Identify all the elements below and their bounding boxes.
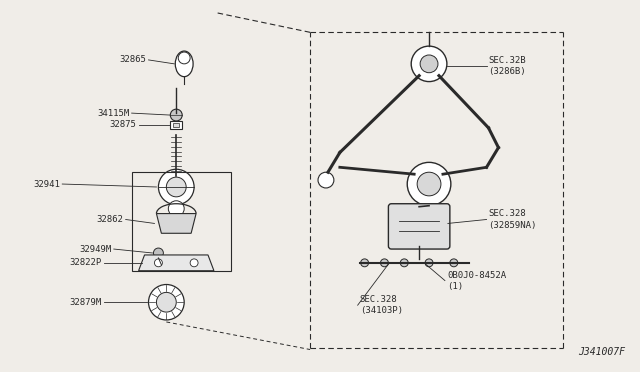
- Circle shape: [154, 259, 163, 267]
- Text: 32941: 32941: [33, 180, 60, 189]
- Ellipse shape: [175, 51, 193, 77]
- Circle shape: [170, 109, 182, 121]
- Text: SEC.328
(34103P): SEC.328 (34103P): [360, 295, 403, 315]
- Circle shape: [450, 259, 458, 267]
- Circle shape: [179, 52, 190, 64]
- Bar: [132, 172, 231, 271]
- Text: 34115M: 34115M: [97, 109, 130, 118]
- Text: SEC.328
(32859NA): SEC.328 (32859NA): [488, 209, 537, 230]
- Circle shape: [380, 259, 388, 267]
- Text: 32865: 32865: [120, 55, 147, 64]
- Bar: [170, 121, 182, 129]
- Polygon shape: [156, 214, 196, 233]
- Text: 32949M: 32949M: [79, 244, 112, 254]
- Text: 32822P: 32822P: [70, 258, 102, 267]
- Circle shape: [420, 55, 438, 73]
- Circle shape: [156, 292, 176, 312]
- Text: SEC.32B
(3286B): SEC.32B (3286B): [488, 56, 526, 76]
- Text: 32862: 32862: [97, 215, 124, 224]
- Circle shape: [154, 248, 163, 258]
- Bar: [173, 123, 179, 127]
- Text: J341007F: J341007F: [579, 347, 625, 357]
- Circle shape: [166, 177, 186, 197]
- Circle shape: [361, 259, 369, 267]
- Circle shape: [190, 259, 198, 267]
- Circle shape: [159, 169, 194, 205]
- Circle shape: [318, 172, 334, 188]
- Polygon shape: [139, 255, 214, 271]
- Circle shape: [425, 259, 433, 267]
- Circle shape: [168, 201, 184, 217]
- Circle shape: [400, 259, 408, 267]
- Circle shape: [412, 46, 447, 81]
- Circle shape: [407, 162, 451, 206]
- Text: 32879M: 32879M: [70, 298, 102, 307]
- Text: 0B0J0-8452A
(1): 0B0J0-8452A (1): [447, 270, 506, 291]
- Circle shape: [417, 172, 441, 196]
- Text: 32875: 32875: [109, 121, 136, 129]
- FancyBboxPatch shape: [388, 204, 450, 249]
- Circle shape: [148, 285, 184, 320]
